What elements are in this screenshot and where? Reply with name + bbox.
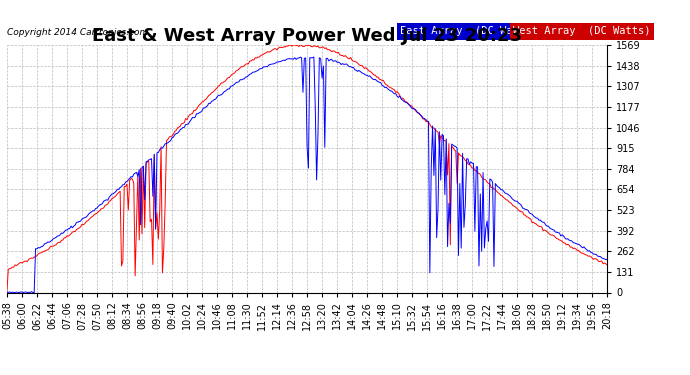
Text: Copyright 2014 Cartronics.com: Copyright 2014 Cartronics.com bbox=[7, 28, 148, 37]
Text: East Array  (DC Watts): East Array (DC Watts) bbox=[400, 26, 538, 36]
Title: East & West Array Power Wed Jul 23 20:23: East & West Array Power Wed Jul 23 20:23 bbox=[92, 27, 522, 45]
Text: West Array  (DC Watts): West Array (DC Watts) bbox=[513, 26, 651, 36]
